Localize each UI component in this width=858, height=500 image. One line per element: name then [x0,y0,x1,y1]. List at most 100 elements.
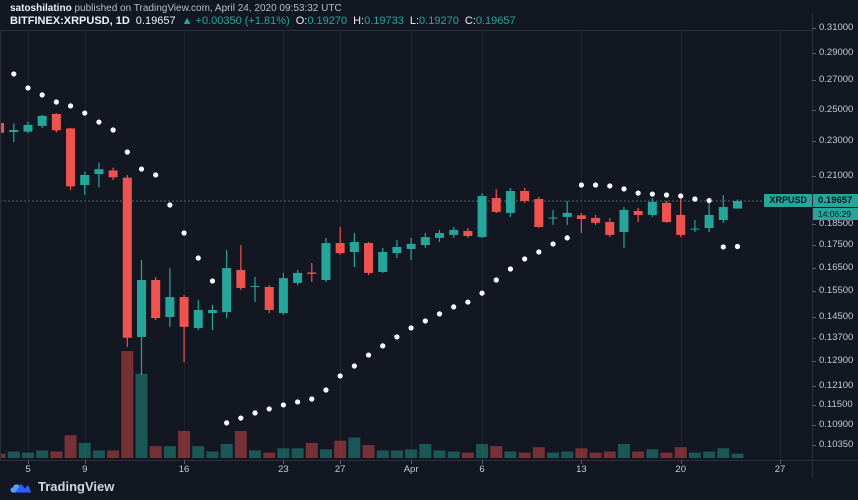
candle-body [307,272,317,274]
sar-dot [479,290,485,296]
sar-dot [195,255,201,261]
candle-body [562,212,572,217]
candle-body [23,124,33,132]
price-axis-label: 0.23000 [819,135,854,147]
candle-body [349,241,359,253]
volume-bar [419,443,432,458]
price-axis-label: 0.10350 [819,439,854,450]
sar-dot [124,149,130,155]
sar-dot [536,249,542,255]
sar-dot [167,202,173,208]
candle-body [534,199,544,227]
candle-body [732,201,742,209]
close-label: C: [464,15,476,27]
price-axis-label: 0.21000 [819,169,854,181]
candle-body [0,123,5,133]
volume-bar [390,450,403,458]
candle-body [392,246,402,254]
low-value: 0.19270 [419,15,459,27]
sar-dot [323,387,329,393]
symbol-title[interactable]: BITFINEX:XRPUSD, 1D [10,15,130,27]
price-axis-label: 0.12900 [819,355,854,367]
candle-body [690,228,700,230]
tradingview-logo-text: TradingView [38,479,115,494]
candle-body [434,233,444,238]
sar-dot [380,343,386,349]
sar-dot [493,277,499,283]
sar-dot [692,196,698,202]
price-axis-label: 0.12100 [819,379,854,391]
candle-body [378,252,388,273]
volume-bar [617,443,630,458]
candle-body [605,222,615,235]
sar-dot [365,352,372,358]
change-value: +0.00350 (+1.81%) [195,15,290,27]
sar-dot [564,235,570,241]
sar-dot [734,243,741,250]
time-axis-label: 27 [774,464,786,475]
time-axis-label: 27 [334,464,346,475]
candle-body [222,268,232,313]
candle-body [406,243,416,249]
sar-dot [522,256,528,262]
tradingview-logo[interactable]: TradingView [8,478,114,495]
volume-bar [603,451,616,458]
last-price: 0.19657 [135,15,176,27]
volume-bar [547,452,560,458]
candle-body [37,115,47,126]
candle-body [108,170,118,178]
candle-body [477,195,487,238]
candle-body [704,214,714,229]
volume-bar [433,450,446,458]
price-axis-label: 0.27000 [819,74,854,86]
time-axis-label: 20 [675,464,687,475]
price-axis-label: 0.25000 [819,103,854,115]
sar-dot [408,325,414,331]
candle-body [576,215,586,219]
time-axis-label: 6 [479,464,485,475]
volume-bar [319,449,332,458]
volume-bar [518,452,531,458]
volume-bar [731,453,744,458]
volume-bar [21,452,34,458]
candle-body [9,130,19,132]
volume-bar [234,431,247,458]
sar-dot [280,402,286,408]
candle-body [264,286,274,310]
volume-bar [206,451,219,458]
high-label: H: [353,15,365,27]
candle-body [463,230,473,236]
sar-dot [649,191,655,197]
sar-dot [67,103,74,109]
sar-dot [96,119,102,125]
sar-dot [351,363,357,369]
candle-body [151,280,161,319]
candle-body [80,174,90,186]
close-value: 0.19657 [475,15,516,27]
sar-dot [663,192,670,198]
candle-body [718,206,728,220]
volume-bar [64,435,77,458]
volume-bar [575,448,588,458]
volume-bar [135,373,148,458]
time-axis-label: 16 [178,464,190,475]
sar-dot [39,92,45,98]
sar-dot [507,266,514,272]
byline-text: published on TradingView.com, April 24, … [71,3,342,14]
sar-dot [25,85,31,91]
candle-body [662,202,672,223]
candle-body [122,177,132,338]
price-line-symbol-badge: XRPUSD [764,194,812,207]
volume-bar [532,447,545,458]
candle-body [321,243,331,281]
volume-bar [220,443,233,458]
sar-dot [252,410,258,416]
candle-body [676,214,686,235]
sar-dot [422,318,428,324]
volume-bar [348,437,361,458]
sar-dot [621,186,627,192]
sar-dot [337,373,343,379]
volume-bar [78,442,91,458]
